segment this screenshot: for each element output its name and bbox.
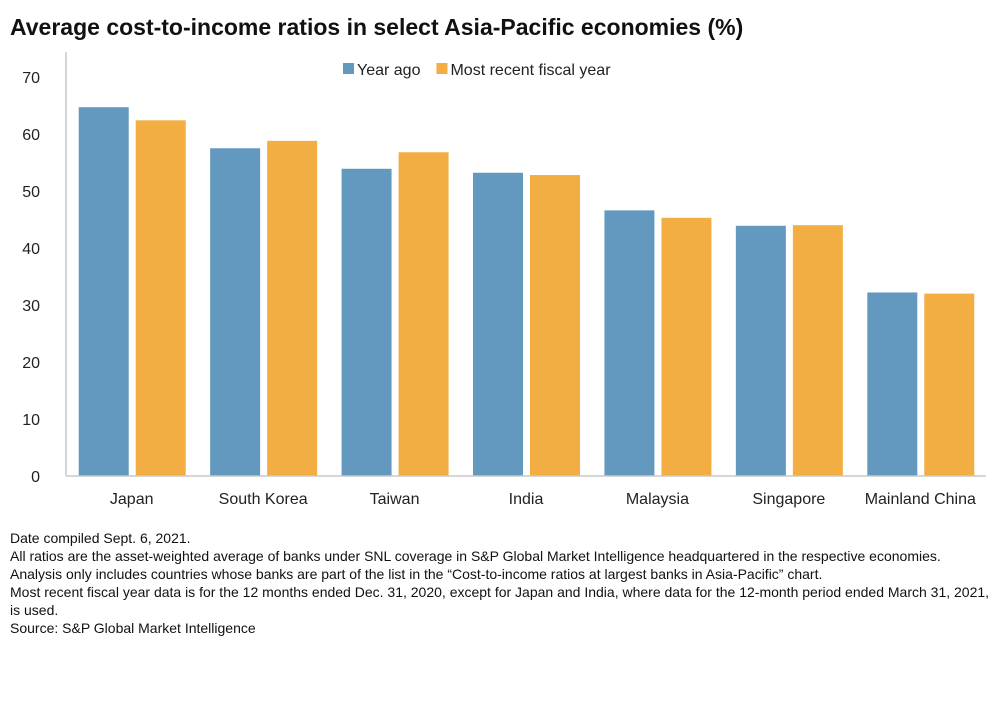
bar-year-ago-india <box>473 172 523 476</box>
bar-year-ago-malaysia <box>604 210 655 476</box>
note-source: Source: S&P Global Market Intelligence <box>10 620 256 636</box>
footnotes: Date compiled Sept. 6, 2021. All ratios … <box>10 529 990 637</box>
bar-most-recent-mainland-china <box>924 293 975 476</box>
y-tick-label: 70 <box>22 70 40 87</box>
x-tick-label: Japan <box>110 491 154 508</box>
y-tick-label: 0 <box>31 469 40 486</box>
y-tick-label: 60 <box>22 127 40 144</box>
note-fiscal-year: Most recent fiscal year data is for the … <box>10 584 990 618</box>
note-method: All ratios are the asset-weighted averag… <box>10 548 941 564</box>
bar-most-recent-malaysia <box>661 217 712 477</box>
bar-most-recent-singapore <box>792 225 843 476</box>
bar-year-ago-taiwan <box>341 168 392 476</box>
bar-year-ago-mainland-china <box>867 292 918 476</box>
legend-label: Year ago <box>357 62 421 79</box>
bar-year-ago-singapore <box>735 225 786 476</box>
bar-most-recent-south-korea <box>267 140 318 476</box>
x-tick-label: Malaysia <box>626 491 689 508</box>
x-tick-label: India <box>509 491 544 508</box>
legend-swatch <box>343 63 354 74</box>
y-tick-label: 10 <box>22 412 40 429</box>
y-tick-label: 40 <box>22 241 40 258</box>
bar-chart: 0 10 20 30 40 50 60 70 Japan South Korea Taiwan Ind… <box>22 52 986 508</box>
x-tick-label: Mainland China <box>865 491 976 508</box>
bar-year-ago-japan <box>78 107 129 477</box>
y-tick-label: 20 <box>22 355 40 372</box>
bar-year-ago-south-korea <box>210 148 261 476</box>
bar-most-recent-india <box>530 175 580 477</box>
note-scope: Analysis only includes countries whose b… <box>10 566 823 582</box>
bar-most-recent-taiwan <box>398 152 449 477</box>
legend-label: Most recent fiscal year <box>450 62 611 79</box>
y-tick-label: 30 <box>22 298 40 315</box>
y-tick-label: 50 <box>22 184 40 201</box>
legend-swatch <box>436 63 448 74</box>
chart-title: Average cost-to-income ratios in select … <box>10 14 744 40</box>
note-date: Date compiled Sept. 6, 2021. <box>10 530 191 546</box>
x-tick-label: Taiwan <box>370 491 420 508</box>
bar-most-recent-japan <box>135 120 186 476</box>
x-tick-label: Singapore <box>752 491 825 508</box>
x-tick-label: South Korea <box>219 491 308 508</box>
